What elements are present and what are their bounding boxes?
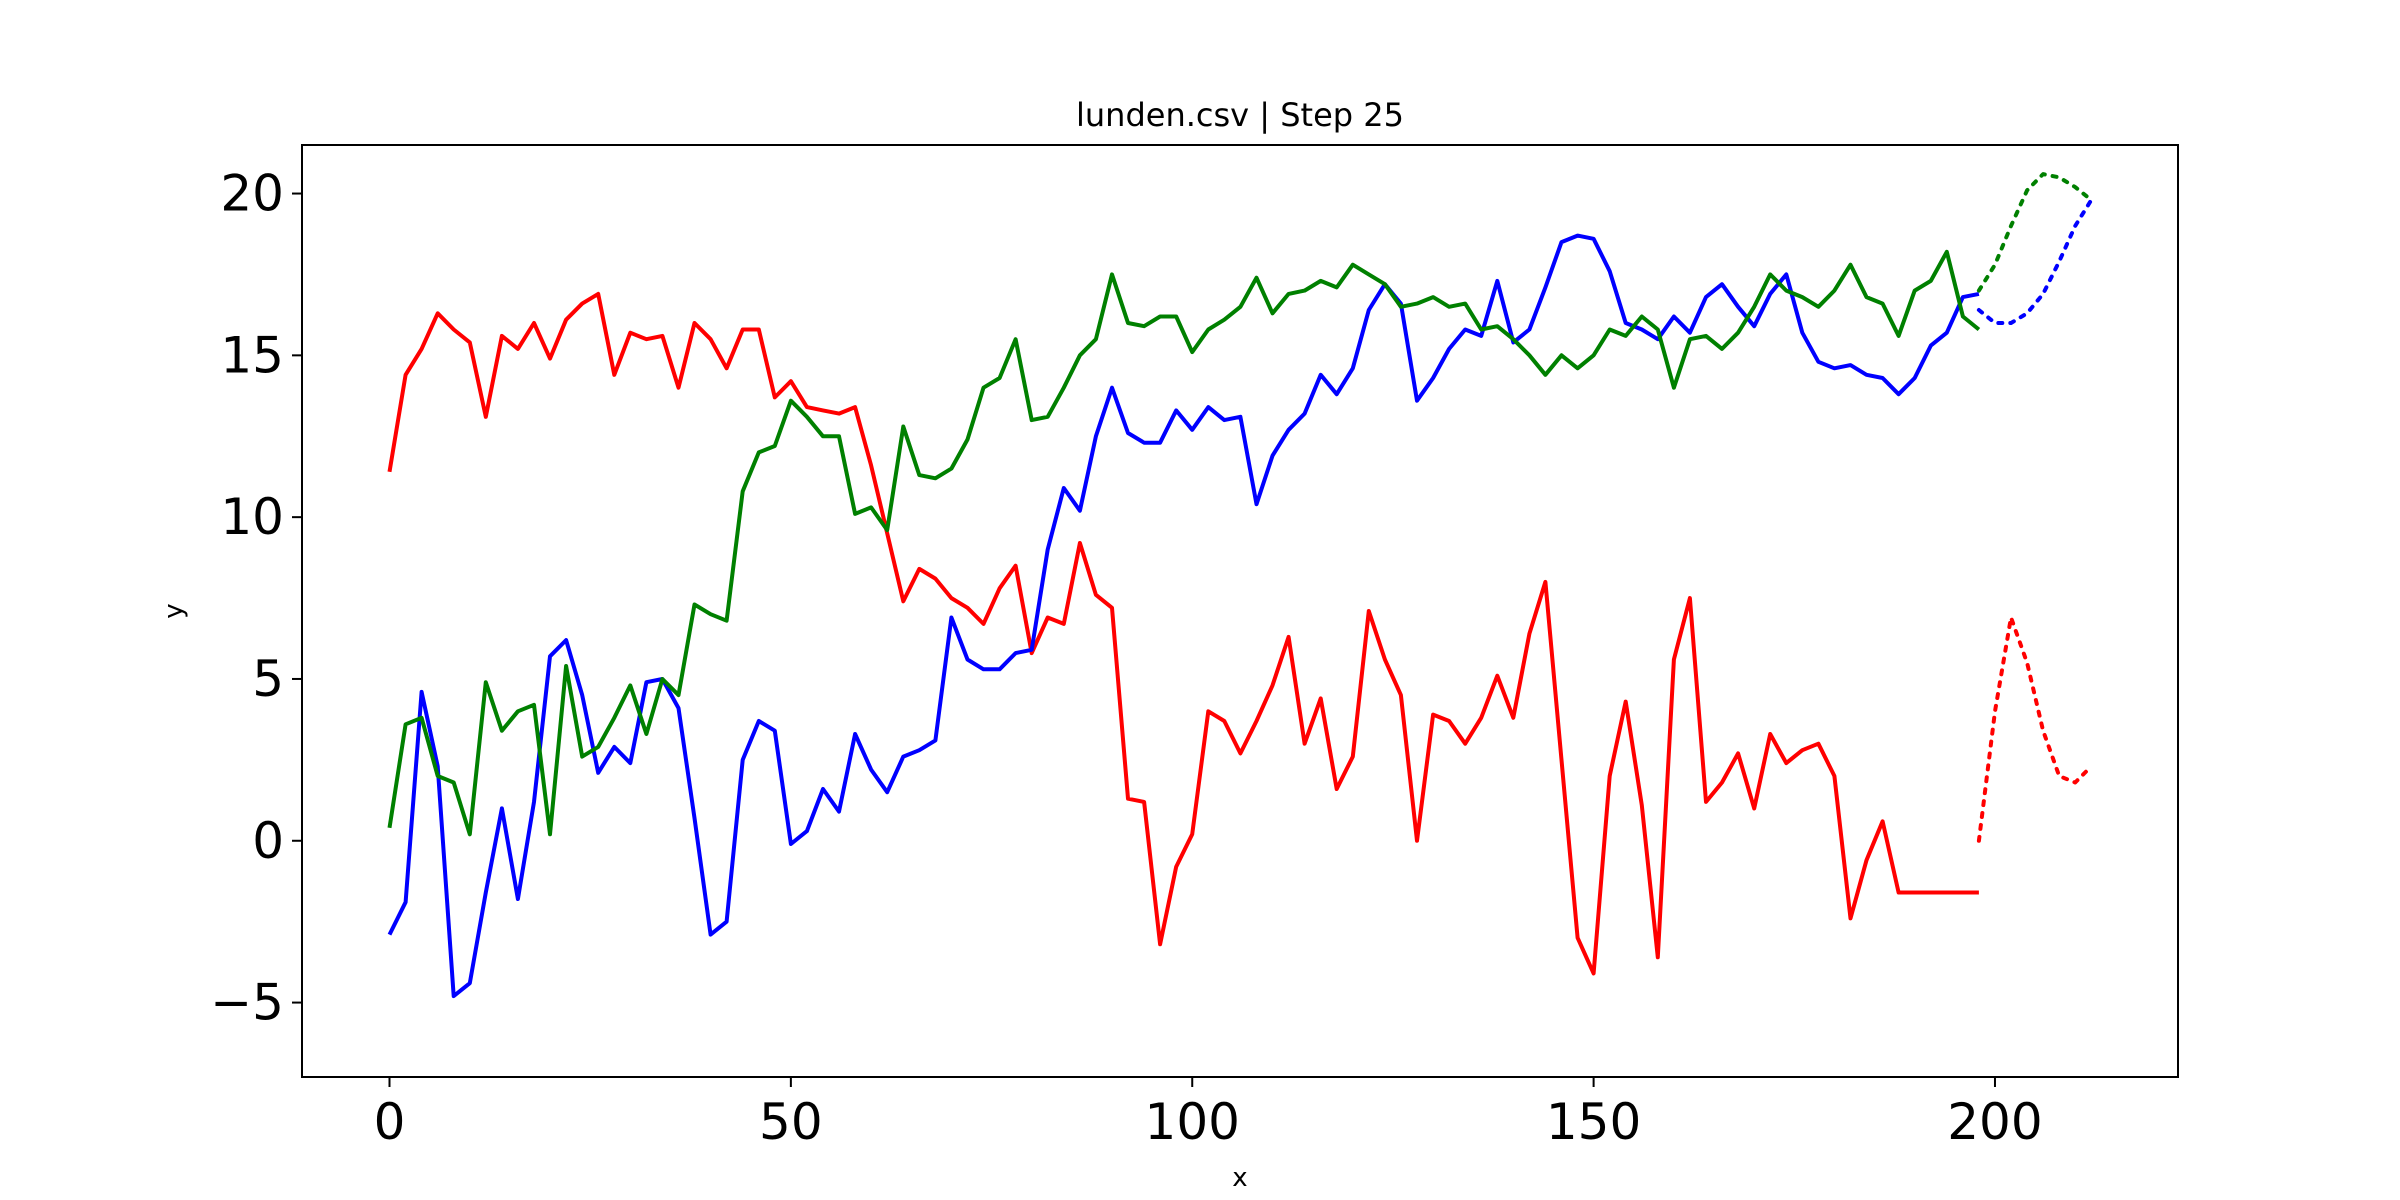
y-axis-label: y [159,603,189,618]
x-tick-label: 200 [1947,1093,2042,1151]
y-axis: −5 0 5 10 15 20 [210,165,302,1032]
y-tick-label: −5 [210,974,284,1032]
series-layer [387,172,2094,999]
series-line-0 [387,291,1979,976]
x-tick-label: 100 [1145,1093,1240,1151]
y-tick-label: 20 [220,165,284,223]
x-tick-label: 150 [1546,1093,1641,1151]
series-line-2 [387,249,1981,837]
chart-title: lunden.csv | Step 25 [1076,96,1404,134]
y-tick-label: 5 [252,650,284,708]
forecast-line-3 [1976,615,2094,843]
y-tick-label: 10 [220,488,284,546]
forecast-line-4 [1976,198,2094,325]
x-axis-label: x [1232,1163,1247,1193]
plot-frame [301,144,2179,1078]
x-tick-label: 50 [759,1093,823,1151]
x-axis: 0 50 100 150 200 [374,1077,2043,1151]
forecast-line-5 [1976,172,2094,293]
x-tick-label: 0 [374,1093,406,1151]
y-tick-label: 0 [252,812,284,870]
series-line-1 [387,233,1980,999]
y-tick-label: 15 [220,326,284,384]
